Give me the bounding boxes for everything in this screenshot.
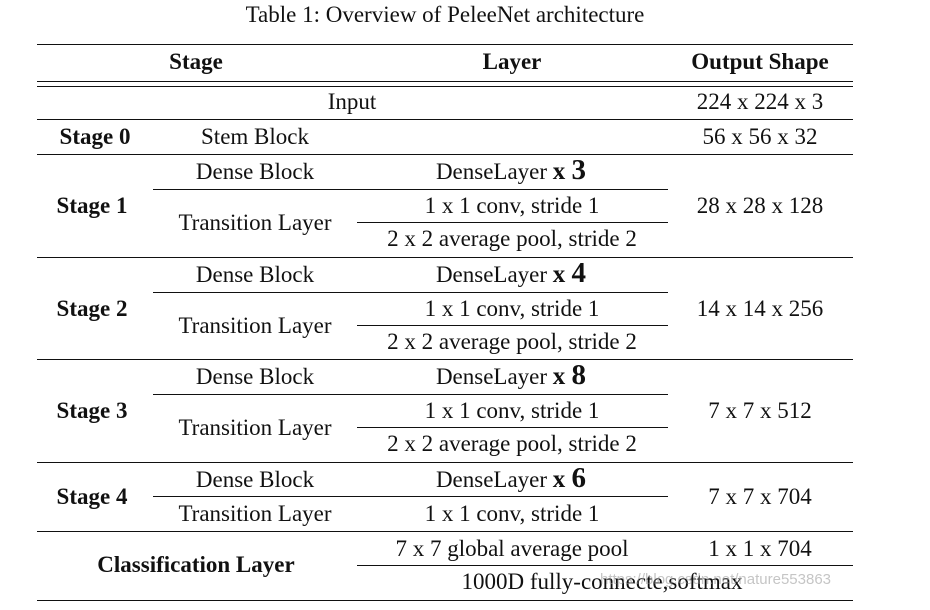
input-output: 224 x 224 x 3 [696, 89, 824, 114]
stage4-output: 7 x 7 x 704 [708, 484, 812, 509]
stem-block: Stem Block [201, 124, 309, 149]
row-rule [37, 359, 853, 360]
top-rule [37, 44, 853, 45]
row-rule [37, 257, 853, 258]
bottom-rule [37, 600, 853, 601]
stage0-label: Stage 0 [59, 124, 131, 149]
dense-layer: DenseLayer x 6 [435, 462, 587, 494]
row-rule [37, 154, 853, 155]
inner-rule [357, 325, 668, 326]
transition-layer: Transition Layer [178, 415, 332, 440]
row-rule [37, 462, 853, 463]
stage0-output: 56 x 56 x 32 [702, 124, 818, 149]
transition-layer: Transition Layer [178, 210, 332, 235]
classification-label: Classification Layer [97, 552, 295, 577]
conv-layer: 1 x 1 conv, stride 1 [424, 501, 600, 526]
stage1-label: Stage 1 [56, 193, 128, 218]
dense-layer-multiplier: x 8 [552, 359, 587, 391]
dense-layer: DenseLayer x 8 [435, 359, 587, 391]
header-layer: Layer [482, 49, 542, 74]
conv-layer: 1 x 1 conv, stride 1 [424, 398, 600, 423]
input-label: Input [327, 89, 377, 114]
header-rule-1 [37, 81, 853, 82]
stage3-output: 7 x 7 x 512 [708, 398, 812, 423]
pool-layer: 2 x 2 average pool, stride 2 [387, 226, 637, 251]
dense-block: Dense Block [195, 467, 315, 492]
dense-layer: DenseLayer x 4 [435, 257, 587, 289]
inner-rule [153, 394, 668, 395]
header-stage: Stage [169, 49, 223, 74]
inner-rule [357, 565, 853, 566]
pool-layer: 2 x 2 average pool, stride 2 [387, 329, 637, 354]
classification-output: 1 x 1 x 704 [708, 536, 812, 561]
dense-layer-multiplier: x 4 [552, 257, 587, 289]
stage4-label: Stage 4 [56, 484, 128, 509]
inner-rule [153, 292, 668, 293]
stage3-label: Stage 3 [56, 398, 128, 423]
table-caption: Table 1: Overview of PeleeNet architectu… [245, 2, 645, 27]
stage1-output: 28 x 28 x 128 [696, 193, 824, 218]
watermark: https://blog.csdn.net/nature553863 [600, 571, 832, 588]
dense-layer: DenseLayer x 3 [435, 154, 587, 186]
stage2-output: 14 x 14 x 256 [696, 296, 824, 321]
inner-rule [357, 222, 668, 223]
dense-block: Dense Block [195, 262, 315, 287]
conv-layer: 1 x 1 conv, stride 1 [424, 296, 600, 321]
dense-block: Dense Block [195, 159, 315, 184]
fc-layer: 1000D fully-connecte,softmax [461, 569, 743, 594]
dense-layer-multiplier: x 3 [552, 154, 587, 186]
dense-block: Dense Block [195, 364, 315, 389]
stage2-label: Stage 2 [56, 296, 128, 321]
inner-rule [357, 427, 668, 428]
inner-rule [153, 189, 668, 190]
row-rule [37, 119, 853, 120]
dense-layer-multiplier: x 6 [552, 462, 587, 494]
conv-layer: 1 x 1 conv, stride 1 [424, 193, 600, 218]
transition-layer: Transition Layer [178, 313, 332, 338]
header-rule-2 [37, 86, 853, 87]
row-rule [37, 531, 853, 532]
header-output-shape: Output Shape [691, 49, 829, 74]
global-pool-layer: 7 x 7 global average pool [395, 536, 629, 561]
pool-layer: 2 x 2 average pool, stride 2 [387, 431, 637, 456]
inner-rule [153, 496, 668, 497]
transition-layer: Transition Layer [178, 501, 332, 526]
